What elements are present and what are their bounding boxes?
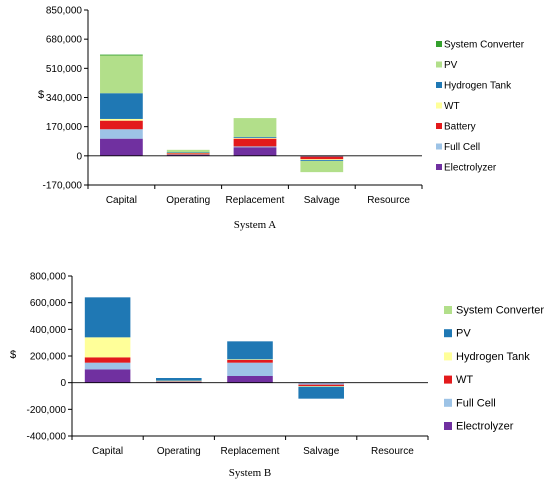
chartA-legend-swatch — [436, 143, 442, 150]
chartA-legend-label: Full Cell — [444, 142, 480, 153]
chartB-y-tick-label: 0 — [60, 378, 66, 389]
chartA-bar-segment — [100, 129, 143, 139]
chartA-bar-segment — [166, 154, 210, 156]
chartB-bar-segment — [156, 380, 202, 382]
chartB-bar-segment — [84, 357, 131, 363]
chartB-bar-segment — [227, 362, 273, 376]
chartB-y-axis-label: $ — [10, 349, 16, 361]
chartB-y-tick-label: -200,000 — [27, 405, 67, 416]
chartB-legend-swatch — [444, 422, 452, 430]
chartA-bar-segment — [100, 93, 143, 119]
chartB-category-label: Capital — [92, 446, 123, 457]
chartA-y-tick-label: 680,000 — [46, 35, 83, 46]
chartA-y-tick-label: -170,000 — [43, 181, 83, 192]
chartB-legend-swatch — [444, 329, 452, 338]
chartA-bar-segment — [233, 118, 277, 137]
chartA-legend-swatch — [436, 164, 442, 170]
chartB-y-tick-label: 400,000 — [30, 325, 67, 336]
chartA-bar-segment — [233, 137, 277, 139]
chartA-bar-segment — [100, 55, 143, 94]
chartA-group: 850,000 680,000 510,000 340,000 170,000 0 -170… — [38, 6, 525, 232]
chartB-bar-segment — [84, 337, 131, 358]
chartA-legend-label: PV — [444, 60, 458, 71]
chartB-category-label: Replacement — [221, 446, 280, 457]
chartA-category-label: Replacement — [226, 195, 285, 206]
chartA-category-label: Capital — [106, 195, 137, 206]
chartB-bar-segment — [227, 360, 273, 363]
chartA-legend-label: WT — [444, 101, 460, 112]
chartA-bar-segment — [233, 138, 277, 147]
chartA-bar-segment — [166, 153, 210, 155]
chartA-y-tick-label: 0 — [76, 151, 82, 162]
chartB-bar-segment — [84, 297, 131, 338]
chartA-bar-segment — [233, 136, 277, 138]
chartB-category-label: Operating — [157, 446, 201, 457]
chartA-legend-label: Electrolyzer — [444, 163, 497, 174]
chartA-legend-label: Battery — [444, 122, 476, 133]
chartA-y-tick-label: 510,000 — [46, 64, 83, 75]
chartB-legend-swatch — [444, 306, 452, 314]
chartB-legend-label: Hydrogen Tank — [456, 351, 530, 363]
chartB-category-label: Resource — [371, 446, 414, 457]
chartA-bar-segment — [300, 156, 344, 157]
chartB-bar-segment — [156, 378, 202, 381]
chartB-legend-swatch — [444, 398, 452, 407]
chartA-legend-label: System Converter — [444, 40, 525, 51]
chartB-y-tick-label: -400,000 — [27, 432, 67, 443]
chartA-legend-label: Hydrogen Tank — [444, 81, 512, 92]
chartA-category-label: Operating — [166, 195, 210, 206]
chartA-bar-segment — [300, 156, 344, 160]
chartA-legend-swatch — [436, 123, 442, 129]
chartB-legend-swatch — [444, 375, 452, 384]
chartA-bar-segment — [166, 152, 210, 154]
chartB-bar-segment — [298, 386, 344, 387]
chartB-y-tick-label: 600,000 — [30, 298, 67, 309]
chartA-bar-segment — [100, 120, 143, 130]
chartB-legend-label: WT — [456, 374, 473, 386]
chartA-bar-segment — [300, 160, 344, 161]
chartA-y-axis-label: $ — [38, 89, 44, 101]
chartA-bar-segment — [300, 159, 344, 161]
chartB-bar-segment — [84, 369, 131, 383]
chartA-caption: System A — [234, 219, 277, 231]
chartA-legend-swatch — [436, 41, 442, 47]
chartA-legend-swatch — [436, 102, 442, 109]
chartA-bar-segment — [166, 152, 210, 154]
chartA-legend-swatch — [436, 61, 442, 68]
chartB-legend-label: Electrolyzer — [456, 421, 514, 433]
chartA-y-tick-label: 170,000 — [46, 122, 83, 133]
chartB-bar-segment — [227, 341, 273, 360]
chartA-category-label: Resource — [367, 195, 410, 206]
chartB-bar-segment — [227, 359, 273, 360]
chartB-bar-segment — [84, 362, 131, 370]
chartB-bar-segment — [227, 376, 273, 383]
chartA-bar-segment — [233, 147, 277, 156]
chartB-y-tick-label: 800,000 — [30, 272, 67, 283]
chartA-bar-segment — [100, 54, 143, 56]
chartB-group: 800,000 600,000 400,000 200,000 0 -200,000 -40… — [10, 272, 544, 480]
chartA-bar-segment — [166, 154, 210, 156]
chartA-bar-segment — [100, 138, 143, 156]
chartB-legend-label: PV — [456, 328, 471, 340]
chartB-bar-segment — [298, 383, 344, 385]
chartB-bar-segment — [298, 386, 344, 399]
chartB-category-label: Salvage — [303, 446, 340, 457]
chartB-legend-swatch — [444, 352, 452, 361]
chartA-bar-segment — [233, 146, 277, 148]
chartA-y-tick-label: 850,000 — [46, 6, 83, 17]
chartA-category-label: Salvage — [304, 195, 341, 206]
chartB-bar-segment — [298, 384, 344, 386]
chartA-bar-segment — [300, 160, 344, 173]
chartB-legend-label: Full Cell — [456, 397, 496, 409]
chartA-y-tick-label: 340,000 — [46, 93, 83, 104]
chartA-bar-segment — [166, 149, 210, 153]
chartB-legend-label: System Converter — [456, 305, 544, 317]
chartB-bar-segment — [156, 381, 202, 382]
chartB-y-tick-label: 200,000 — [30, 352, 67, 363]
chartA-legend-swatch — [436, 82, 442, 88]
chartB-caption: System B — [229, 467, 271, 479]
chartA-bar-segment — [100, 118, 143, 121]
